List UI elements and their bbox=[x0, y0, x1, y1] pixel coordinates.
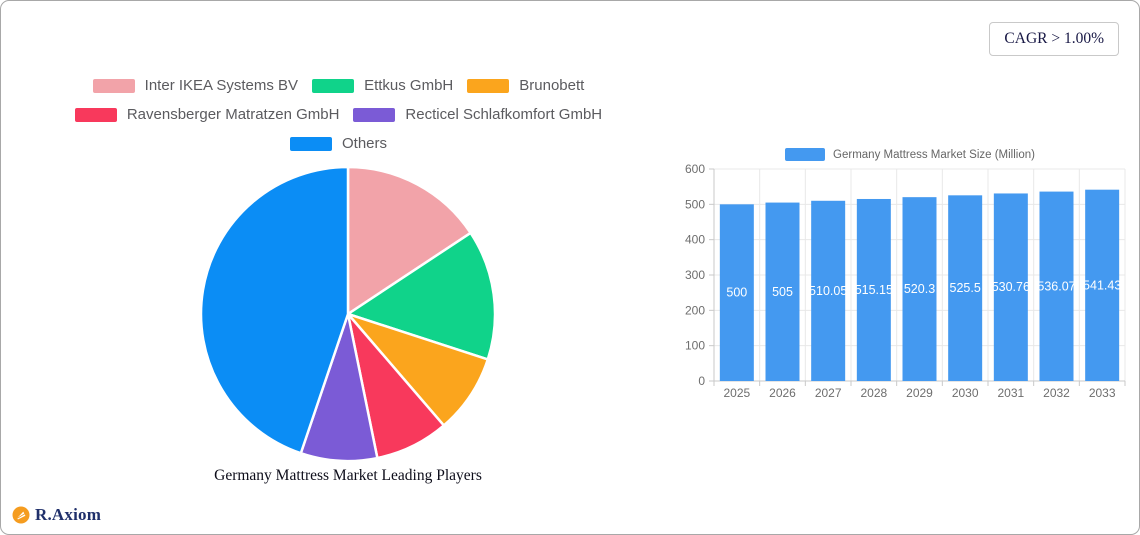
legend-swatch bbox=[312, 78, 355, 93]
x-axis-label: 2032 bbox=[1043, 386, 1070, 400]
legend-item-0[interactable]: Inter IKEA Systems BV bbox=[92, 77, 299, 94]
brand-logo-icon bbox=[12, 506, 30, 524]
pie-chart-title: Germany Mattress Market Leading Players bbox=[214, 467, 482, 484]
bar-value-label: 541.43 bbox=[1083, 278, 1121, 292]
bar-value-label: 530.76 bbox=[992, 280, 1030, 294]
bar-2025[interactable] bbox=[719, 204, 754, 381]
legend-label: Ravensberger Matratzen GmbH bbox=[126, 106, 340, 123]
pie-legend-row: Ravensberger Matratzen GmbH Recticel Schl… bbox=[16, 107, 661, 122]
x-axis-label: 2031 bbox=[997, 386, 1024, 400]
pie-legend-row: Inter IKEA Systems BV Ettkus GmbH Brunobet… bbox=[16, 78, 661, 93]
legend-item-2[interactable]: Brunobett bbox=[467, 78, 584, 93]
bar-2032[interactable] bbox=[1039, 191, 1074, 381]
bar-value-label: 515.15 bbox=[855, 283, 893, 297]
y-axis-label: 600 bbox=[685, 162, 705, 176]
bar-value-label: 505 bbox=[772, 285, 793, 299]
pie-legend-row: Others bbox=[16, 136, 661, 151]
y-axis-label: 300 bbox=[685, 268, 705, 282]
brand-logo-text: R.Axiom bbox=[35, 505, 102, 524]
x-axis-label: 2028 bbox=[860, 386, 887, 400]
legend-label: Others bbox=[341, 135, 387, 152]
cagr-badge-label: CAGR > 1.00% bbox=[1004, 30, 1104, 47]
bar-value-label: 520.3 bbox=[904, 282, 935, 296]
bar-2029[interactable] bbox=[902, 197, 937, 381]
bar-2027[interactable] bbox=[811, 200, 846, 381]
legend-item-3[interactable]: Ravensberger Matratzen GmbH bbox=[74, 106, 340, 123]
y-axis-label: 0 bbox=[698, 374, 705, 388]
bar-chart-legend-item[interactable]: Germany Mattress Market Size (Million) bbox=[684, 148, 1136, 161]
pie-chart[interactable] bbox=[198, 164, 498, 464]
legend-label: Recticel Schlafkomfort GmbH bbox=[405, 106, 603, 123]
legend-swatch bbox=[289, 136, 332, 151]
x-axis-label: 2027 bbox=[815, 386, 842, 400]
y-axis-label: 500 bbox=[685, 197, 705, 211]
legend-item-4[interactable]: Recticel Schlafkomfort GmbH bbox=[353, 107, 602, 122]
bar-value-label: 536.07 bbox=[1037, 279, 1075, 293]
pie-slice-0[interactable] bbox=[346, 165, 472, 316]
bar-2026[interactable] bbox=[765, 202, 800, 381]
bar-legend-swatch bbox=[785, 148, 826, 161]
pie-legend: Inter IKEA Systems BV Ettkus GmbH Brunobet… bbox=[16, 78, 661, 165]
legend-swatch bbox=[92, 78, 135, 93]
bar-2033[interactable] bbox=[1085, 189, 1120, 381]
x-axis-label: 2025 bbox=[723, 386, 750, 400]
legend-item-5[interactable]: Others bbox=[289, 135, 387, 152]
x-axis-label: 2030 bbox=[952, 386, 979, 400]
x-axis-label: 2026 bbox=[769, 386, 796, 400]
bar-value-label: 525.5 bbox=[950, 281, 981, 295]
bar-value-label: 510.05 bbox=[809, 284, 847, 298]
legend-label: Ettkus GmbH bbox=[364, 77, 454, 94]
y-axis-label: 200 bbox=[685, 303, 705, 317]
legend-item-1[interactable]: Ettkus GmbH bbox=[312, 78, 453, 93]
x-axis-label: 2029 bbox=[906, 386, 933, 400]
legend-swatch bbox=[467, 78, 510, 93]
y-axis-label: 400 bbox=[685, 233, 705, 247]
bar-value-label: 500 bbox=[726, 286, 747, 300]
legend-label: Inter IKEA Systems BV bbox=[144, 77, 299, 94]
pie-slice-5[interactable] bbox=[199, 165, 350, 455]
bar-2028[interactable] bbox=[856, 198, 891, 381]
legend-swatch bbox=[74, 107, 117, 122]
pie-slice-1[interactable] bbox=[346, 231, 497, 361]
bar-legend-label: Germany Mattress Market Size (Million) bbox=[833, 148, 1035, 161]
x-axis-label: 2033 bbox=[1089, 386, 1116, 400]
y-axis-label: 100 bbox=[685, 339, 705, 353]
legend-label: Brunobett bbox=[519, 77, 585, 94]
cagr-badge: CAGR > 1.00% bbox=[989, 22, 1119, 56]
legend-swatch bbox=[353, 107, 396, 122]
bar-chart[interactable]: 0 100 200 300 400 500 600 500 2025 505 2026 510.05 2… bbox=[684, 161, 1136, 411]
brand-logo: R.Axiom bbox=[12, 505, 101, 525]
bar-2030[interactable] bbox=[948, 195, 983, 381]
bar-2031[interactable] bbox=[993, 193, 1028, 381]
